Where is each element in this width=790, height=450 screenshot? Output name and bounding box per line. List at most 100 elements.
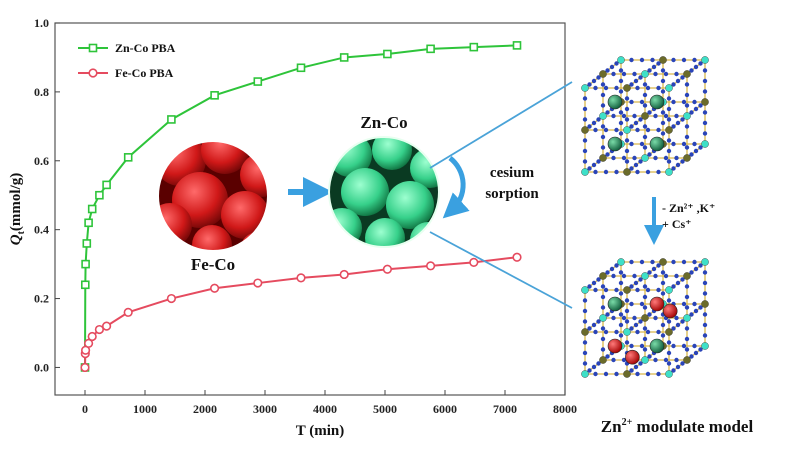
legend-marker	[88, 43, 98, 53]
cyanide-atom	[647, 312, 652, 317]
metal-site-co	[581, 286, 589, 294]
model-caption-text: modulate model	[632, 417, 753, 436]
cyanide-atom	[702, 120, 708, 126]
cyanide-atom	[614, 329, 619, 335]
metal-site-fe	[683, 70, 691, 78]
cyanide-atom	[698, 263, 703, 268]
x-tick-label: 4000	[313, 402, 337, 416]
cyanide-atom	[651, 64, 657, 70]
cyanide-atom	[689, 312, 694, 317]
x-tick-label: 0	[82, 402, 88, 416]
cyanide-atom	[596, 159, 601, 164]
cyanide-atom	[600, 305, 606, 310]
cyanide-atom	[624, 340, 630, 345]
y-tick-label: 0.4	[34, 223, 49, 237]
cyanide-atom	[596, 75, 601, 80]
cyanide-atom	[603, 329, 609, 335]
cyanide-atom	[671, 368, 676, 373]
cyanide-atom	[639, 343, 645, 349]
data-point-fe-co	[296, 273, 306, 283]
cyanide-atom	[647, 354, 652, 359]
zinc-ion	[607, 94, 623, 110]
cyanide-atom	[614, 287, 619, 293]
data-point-zn-co	[123, 153, 133, 162]
cyanide-atom	[638, 319, 643, 324]
cyanide-atom	[693, 266, 699, 272]
cyanide-atom	[633, 280, 639, 286]
cyanide-atom	[656, 287, 661, 293]
data-point-zn-co	[81, 259, 90, 269]
metal-site-fe	[599, 272, 607, 280]
cyanide-atom	[582, 106, 588, 112]
cyanide-atom	[666, 138, 672, 143]
cyanide-atom	[647, 152, 652, 157]
cyanide-atom	[645, 371, 651, 377]
cyanide-atom	[702, 78, 708, 84]
model-caption-charge: 2+	[622, 417, 633, 428]
cyanide-atom	[702, 131, 708, 136]
cyanide-atom	[605, 152, 610, 157]
cyanide-atom	[653, 155, 658, 161]
fe-co-micrograph	[157, 140, 269, 252]
cyanide-atom	[582, 148, 588, 154]
cyanide-atom	[635, 371, 640, 377]
cyanide-atom	[660, 291, 666, 296]
cyanide-atom	[702, 68, 708, 73]
cyanide-atom	[600, 326, 606, 331]
cyanide-atom	[603, 85, 609, 91]
cyanide-atom	[611, 113, 616, 119]
cyanide-atom	[596, 277, 601, 282]
cyanide-atom	[600, 336, 606, 342]
cyanide-atom	[675, 120, 681, 126]
data-point-zn-co	[512, 41, 522, 50]
metal-site-co	[665, 370, 673, 378]
data-point-zn-co	[87, 204, 97, 214]
metal-site-co	[641, 70, 649, 78]
cyanide-atom	[596, 361, 601, 366]
cyanide-atom	[600, 92, 606, 98]
cyanide-atom	[642, 294, 648, 300]
cyanide-atom	[656, 127, 661, 133]
cyanide-atom	[684, 145, 690, 150]
cyanide-atom	[693, 106, 699, 112]
cyanide-atom	[582, 308, 588, 314]
lattice-model-modulated	[581, 258, 709, 378]
data-point-zn-co	[82, 239, 92, 248]
cyanide-atom	[671, 82, 676, 87]
x-tick-label: 3000	[253, 402, 277, 416]
cyanide-atom	[675, 162, 681, 168]
cyanide-atom	[684, 82, 690, 87]
cyanide-atom	[624, 319, 630, 324]
metal-site-co	[617, 56, 625, 64]
cyanide-atom	[629, 326, 634, 331]
cesium-ion	[607, 338, 623, 354]
data-point-zn-co	[339, 53, 349, 62]
cyanide-atom	[621, 113, 627, 119]
cyanide-atom	[693, 350, 699, 356]
cyanide-atom	[680, 117, 685, 122]
cyanide-atom	[671, 99, 676, 105]
y-axis-label-unit: (mmol/g)	[8, 173, 24, 231]
cyanide-atom	[674, 155, 679, 161]
cyanide-atom	[680, 75, 685, 80]
data-point-fe-co	[512, 252, 522, 262]
cyanide-atom	[603, 287, 609, 293]
cyanide-atom	[596, 117, 601, 122]
metal-site-co	[701, 258, 709, 266]
cyanide-atom	[593, 329, 598, 335]
cyanide-atom	[618, 333, 624, 338]
x-tick-label: 8000	[553, 402, 577, 416]
x-axis-label: T (min)	[296, 423, 344, 439]
cyanide-atom	[684, 347, 690, 352]
metal-site-co	[599, 112, 607, 120]
cyanide-atom	[660, 78, 666, 84]
cyanide-atom	[605, 354, 610, 359]
cyanide-atom	[660, 131, 666, 136]
cyanide-atom	[618, 68, 624, 73]
cyanide-atom	[663, 273, 669, 279]
cyanide-atom	[666, 96, 672, 101]
cyanide-atom	[674, 315, 679, 321]
cyanide-atom	[624, 117, 630, 122]
cyanide-atom	[684, 134, 690, 140]
